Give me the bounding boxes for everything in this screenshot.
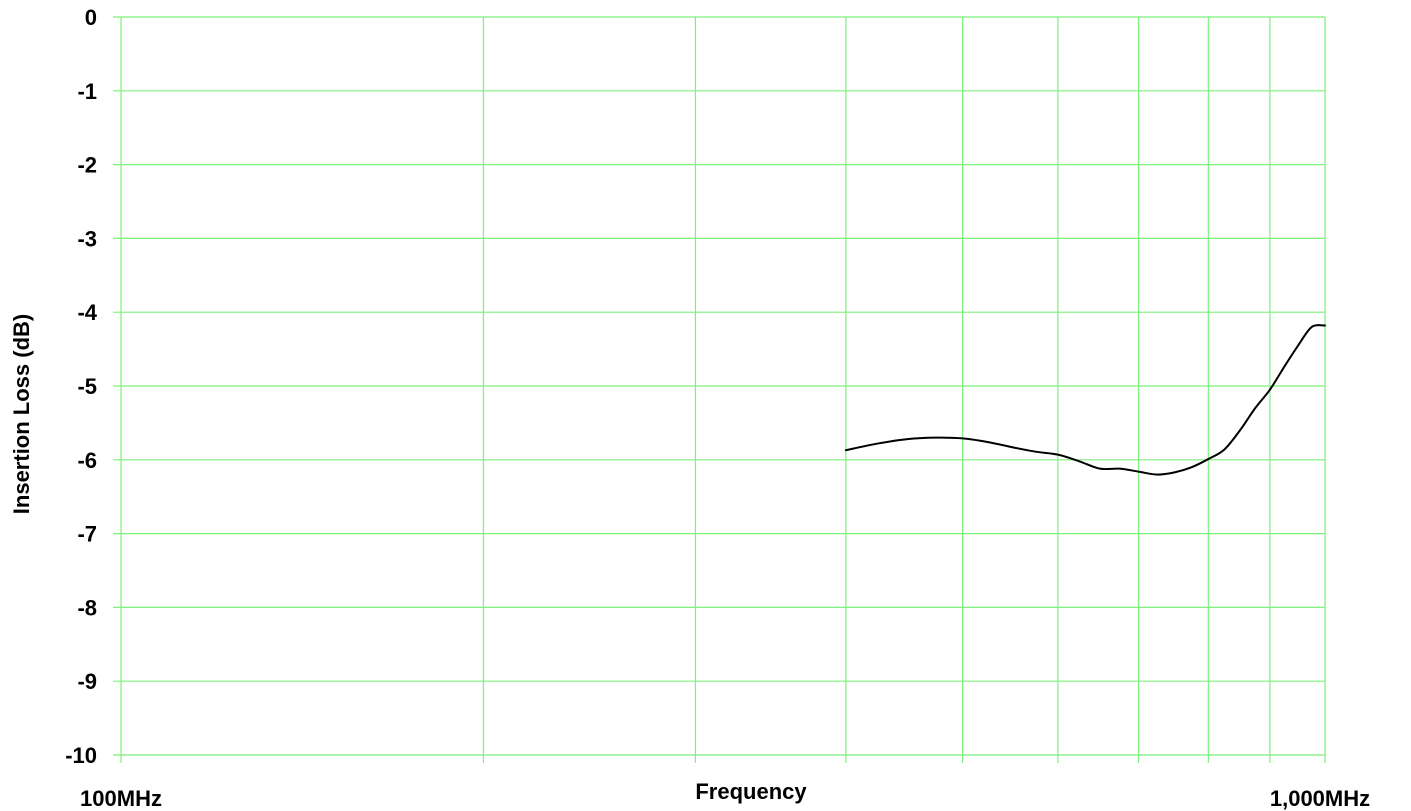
insertion-loss-line: [844, 324, 1326, 476]
y-tick-label: -1: [77, 79, 97, 104]
y-gridlines: [113, 16, 1325, 756]
x-axis-title: Frequency: [695, 779, 807, 804]
y-tick-labels: 0 -1 -2 -3 -4 -5 -6 -7 -8 -9 -10: [65, 5, 98, 768]
x-tick-label: 100MHz: [80, 786, 162, 811]
y-tick-label: -2: [77, 153, 97, 178]
series-group: [844, 324, 1326, 476]
y-tick-label: -7: [77, 522, 97, 547]
y-tick-label: 0: [85, 5, 97, 30]
y-tick-label: -4: [77, 300, 97, 325]
y-tick-label: -5: [77, 374, 97, 399]
y-tick-label: -6: [77, 448, 97, 473]
x-tick-label: 1,000MHz: [1270, 786, 1370, 811]
y-tick-label: -8: [77, 595, 97, 620]
y-tick-label: -9: [77, 669, 97, 694]
x-gridlines: [120, 17, 1326, 763]
y-axis-title: Insertion Loss (dB): [9, 314, 34, 514]
x-tick-labels: 100MHz 1,000MHz: [80, 786, 1370, 811]
y-tick-label: -10: [65, 743, 97, 768]
y-tick-label: -3: [77, 226, 97, 251]
